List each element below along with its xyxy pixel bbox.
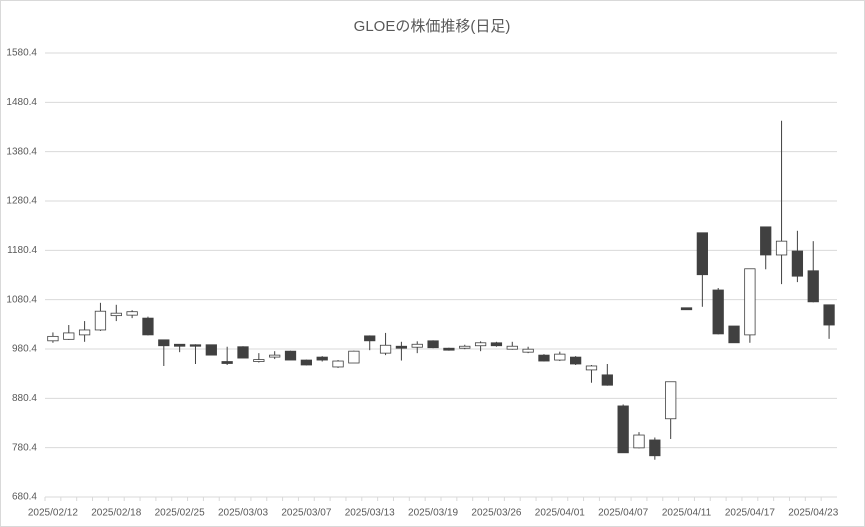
candle-body <box>649 439 661 457</box>
y-tick-label: 1380.4 <box>6 146 37 157</box>
y-tick-label: 680.4 <box>12 492 37 503</box>
candle-body <box>174 343 186 347</box>
x-tick-label: 2025/04/17 <box>725 508 775 519</box>
candle-body <box>459 345 471 349</box>
x-tick-label: 2025/03/13 <box>345 508 395 519</box>
candle-body <box>110 312 122 317</box>
candle-body <box>348 350 360 364</box>
y-tick-label: 1280.4 <box>6 196 37 207</box>
candle-body <box>78 329 91 336</box>
x-tick-label: 2025/04/01 <box>535 508 585 519</box>
candle-body <box>63 332 75 340</box>
candle-body <box>427 340 439 349</box>
candle-body <box>696 232 708 276</box>
candle-body <box>823 304 835 326</box>
y-tick-label: 780.4 <box>12 442 37 453</box>
candle-body <box>807 270 819 303</box>
x-tick-label: 2025/02/18 <box>91 508 141 519</box>
y-tick-label: 1180.4 <box>7 245 37 256</box>
candle-body <box>269 354 281 358</box>
candle-body <box>474 342 487 347</box>
y-tick-label: 980.4 <box>12 344 37 355</box>
candle-body <box>158 339 170 347</box>
candle-body <box>775 240 788 256</box>
x-tick-label: 2025/04/11 <box>662 508 712 519</box>
x-tick-label: 2025/03/07 <box>281 508 331 519</box>
y-tick-label: 880.4 <box>12 393 37 404</box>
candle-body <box>791 250 804 277</box>
candle-body <box>316 356 328 361</box>
candle-body <box>47 335 59 342</box>
chart-title: GLOEの株価推移(日足) <box>354 18 511 35</box>
x-tick-label: 2025/03/19 <box>408 508 458 519</box>
x-tick-label: 2025/03/26 <box>471 508 521 519</box>
candle-body <box>506 345 518 350</box>
x-tick-label: 2025/02/12 <box>28 508 78 519</box>
candle-body <box>205 344 217 356</box>
x-tick-label: 2025/02/25 <box>155 508 205 519</box>
y-tick-label: 1580.4 <box>6 48 37 59</box>
candle-body <box>253 359 265 362</box>
candle-body <box>601 374 613 386</box>
candle-body <box>538 354 550 362</box>
x-tick-label: 2025/03/03 <box>218 508 268 519</box>
candle-body <box>221 361 233 364</box>
candle-body <box>364 335 376 342</box>
candle-body <box>728 325 740 344</box>
candle-body <box>142 317 154 336</box>
candle-body <box>237 346 249 359</box>
candle-body <box>189 344 202 347</box>
candle-body <box>126 311 138 316</box>
candle-body <box>395 345 408 349</box>
candle-body <box>570 356 582 365</box>
candle-body <box>554 353 566 361</box>
candle-body <box>585 365 598 371</box>
candle-body <box>760 226 772 256</box>
candle-body <box>490 342 503 347</box>
candle-body <box>617 405 629 454</box>
y-tick-label: 1480.4 <box>6 97 37 108</box>
candle-body <box>712 289 724 335</box>
candle-body <box>94 310 107 331</box>
x-tick-label: 2025/04/07 <box>598 508 648 519</box>
candle-body <box>300 359 312 366</box>
candle-body <box>411 343 423 348</box>
candle-body <box>443 347 455 351</box>
candle-body <box>332 360 344 368</box>
candle-body <box>284 350 297 361</box>
y-tick-label: 1080.4 <box>6 294 37 305</box>
candle-body <box>522 348 534 353</box>
candle-body <box>665 381 677 420</box>
candle-body <box>744 268 756 336</box>
candle-body <box>633 434 645 449</box>
candle-body <box>680 307 693 311</box>
x-tick-label: 2025/04/23 <box>788 508 838 519</box>
candle-body <box>379 344 392 354</box>
